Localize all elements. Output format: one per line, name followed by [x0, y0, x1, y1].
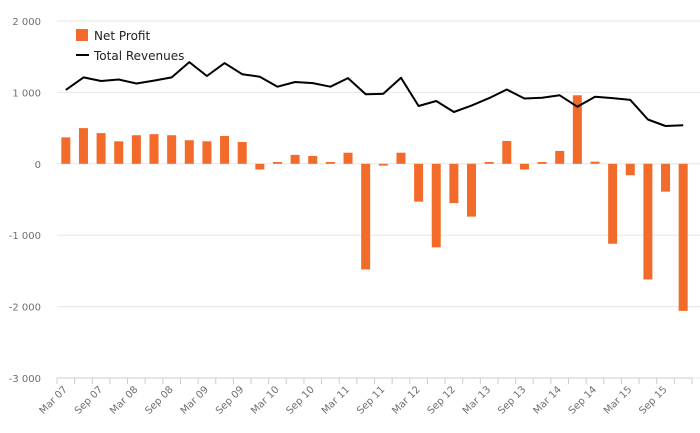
- x-tick-label: Sep 13: [496, 384, 528, 416]
- net-profit-bar: [290, 154, 300, 164]
- legend-swatch-net-profit: [76, 29, 88, 41]
- x-tick-label: Mar 15: [602, 384, 634, 416]
- x-tick-label: Sep 09: [214, 384, 246, 416]
- net-profit-bar: [131, 135, 141, 164]
- legend-label-total-revenues: Total Revenues: [93, 49, 184, 63]
- net-profit-bar: [202, 141, 212, 164]
- legend: Net Profit Total Revenues: [76, 29, 184, 63]
- net-profit-bar: [590, 161, 600, 164]
- net-profit-bar: [61, 137, 71, 164]
- net-profit-bar: [96, 133, 106, 164]
- x-tick-label: Sep 10: [285, 384, 317, 416]
- net-profit-bar: [625, 163, 635, 176]
- y-tick-label: 0: [35, 160, 41, 171]
- net-profit-bar: [502, 140, 512, 164]
- x-tick-label: Mar 13: [461, 384, 493, 416]
- y-tick-label: -1 000: [9, 231, 41, 242]
- x-tick-label: Sep 12: [426, 384, 458, 416]
- net-profit-bar: [484, 162, 494, 164]
- legend-label-net-profit: Net Profit: [94, 29, 150, 43]
- x-tick-label: Mar 11: [320, 384, 352, 416]
- x-axis: Mar 07 Sep 07 Mar 08 Sep 08 Mar 09 Sep 09 Mar …: [38, 377, 693, 417]
- net-profit-bar: [149, 134, 159, 164]
- x-tick-label: Sep 15: [637, 384, 669, 416]
- net-profit-bar: [184, 140, 194, 164]
- net-profit-bar: [255, 163, 265, 170]
- x-tick-label: Mar 12: [390, 384, 422, 416]
- y-tick-label: -3 000: [9, 374, 41, 385]
- net-profit-bar: [78, 128, 88, 164]
- net-profit-bar: [449, 163, 459, 204]
- x-tick-label: Sep 14: [567, 384, 599, 416]
- x-tick-label: Sep 07: [73, 384, 105, 416]
- net-profit-bar: [378, 163, 388, 166]
- x-tick-label: Mar 14: [531, 384, 563, 416]
- net-profit-bar: [237, 142, 247, 164]
- x-tick-label: Mar 08: [108, 384, 140, 416]
- total-revenues-line: [65, 61, 684, 127]
- net-profit-bar: [220, 135, 230, 164]
- net-profit-bar: [572, 95, 582, 164]
- net-profit-bar: [431, 163, 441, 248]
- net-profit-bar: [643, 163, 653, 280]
- net-profit-bar: [608, 163, 618, 244]
- net-profit-bar: [537, 162, 547, 164]
- y-axis: 2 000 1 000 0 -1 000 -2 000 -3 000: [9, 17, 41, 385]
- net-profit-bar: [396, 152, 406, 164]
- net-profit-bar: [414, 163, 424, 202]
- x-tick-label: Mar 09: [179, 384, 211, 416]
- net-profit-bar: [361, 163, 371, 270]
- x-tick-label: Mar 07: [38, 384, 70, 416]
- net-profit-bar: [555, 150, 565, 164]
- net-profit-bars: [61, 95, 688, 311]
- net-profit-bar: [272, 162, 282, 164]
- x-tick-label: Mar 10: [249, 384, 281, 416]
- x-tick-label: Sep 08: [143, 384, 175, 416]
- total-revenues-line-group: [65, 61, 684, 127]
- net-profit-bar: [114, 141, 124, 164]
- y-tick-label: -2 000: [9, 303, 41, 314]
- y-tick-label: 2 000: [12, 17, 41, 28]
- x-tick-label: Sep 11: [355, 384, 387, 416]
- net-profit-bar: [343, 152, 353, 164]
- net-profit-bar: [678, 163, 688, 311]
- net-profit-bar: [167, 135, 177, 164]
- gridlines: [57, 20, 700, 379]
- net-profit-bar: [467, 163, 477, 217]
- net-profit-bar: [661, 163, 671, 192]
- y-tick-label: 1 000: [12, 88, 41, 99]
- net-profit-bar: [519, 163, 529, 170]
- net-profit-bar: [325, 162, 335, 164]
- net-profit-bar: [308, 155, 318, 164]
